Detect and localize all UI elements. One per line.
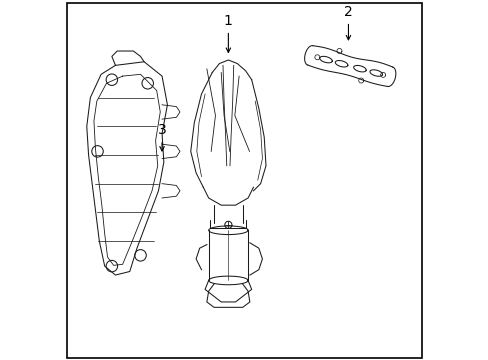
- Text: 2: 2: [344, 5, 352, 40]
- Text: 3: 3: [157, 123, 166, 151]
- Text: 1: 1: [224, 14, 232, 52]
